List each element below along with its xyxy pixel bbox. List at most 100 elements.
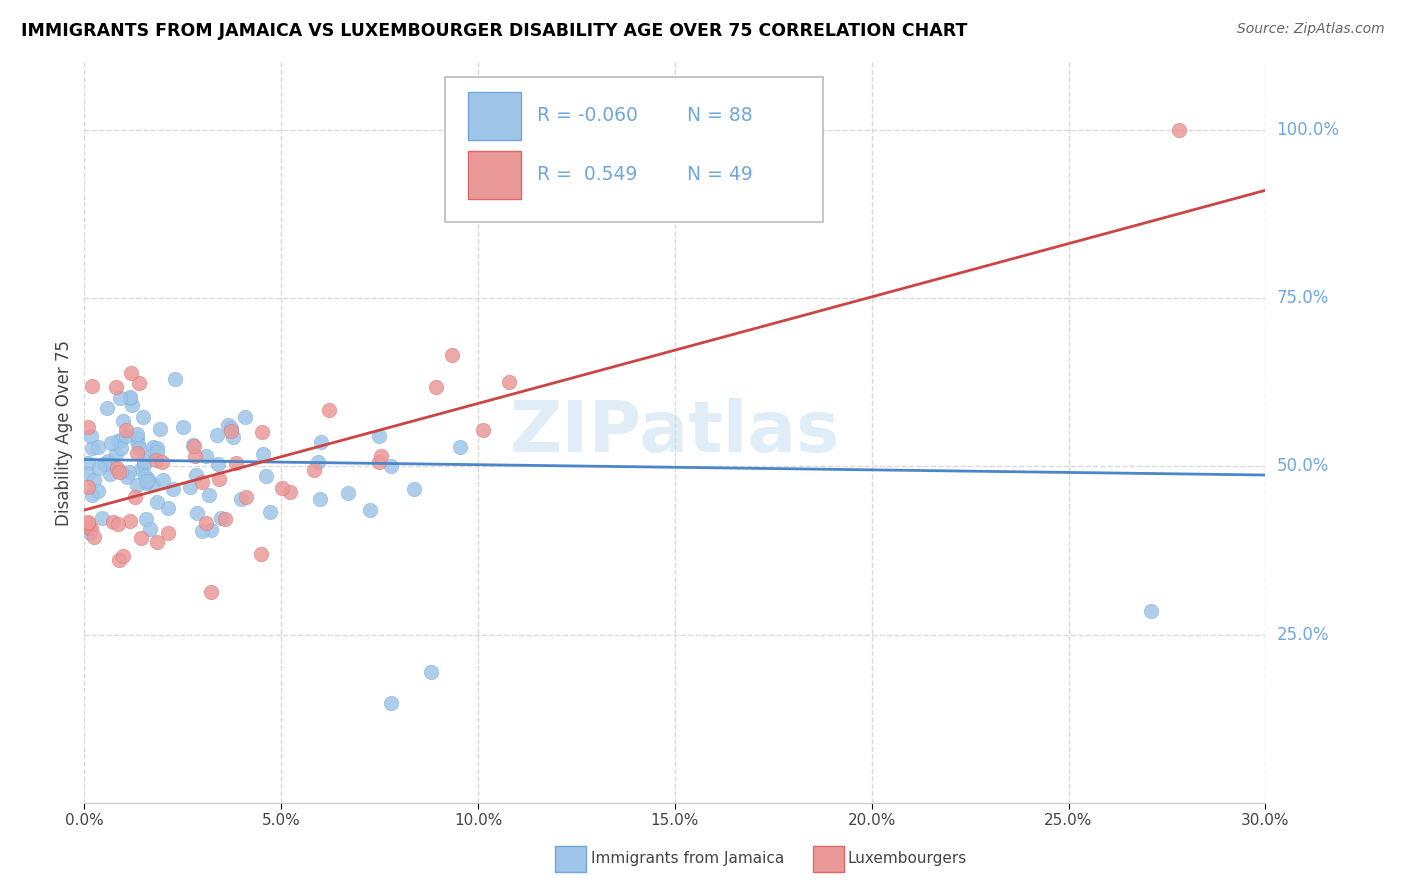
FancyBboxPatch shape [468,152,522,200]
Point [278,485,301,500]
Point [80,488,103,502]
Point [110,465,132,479]
Point [77,516,100,530]
Point [77,467,100,481]
Point [108,553,131,567]
Point [190,524,212,539]
Point [359,503,381,517]
Y-axis label: Disability Age Over 75: Disability Age Over 75 [55,340,73,525]
Point [145,535,167,549]
Point [370,450,392,464]
Point [79,525,101,540]
Point [249,547,271,561]
Point [235,490,257,504]
Text: 75.0%: 75.0% [1277,289,1329,307]
Point [498,375,520,389]
Point [471,423,494,437]
Point [87,484,110,499]
Point [157,526,180,541]
Text: Source: ZipAtlas.com: Source: ZipAtlas.com [1237,22,1385,37]
Point [219,421,242,435]
Point [200,523,222,537]
Text: N = 88: N = 88 [686,106,752,125]
Point [82,379,104,393]
Point [368,429,391,443]
Point [336,485,359,500]
Point [129,462,152,476]
Point [120,366,142,380]
Point [259,504,281,518]
Point [404,482,426,496]
Point [80,520,103,534]
Point [108,466,131,480]
Text: ZIPatlas: ZIPatlas [510,398,839,467]
Point [87,440,110,454]
Text: N = 49: N = 49 [686,166,752,185]
Point [107,434,129,448]
Point [77,521,100,535]
Text: IMMIGRANTS FROM JAMAICA VS LUXEMBOURGER DISABILITY AGE OVER 75 CORRELATION CHART: IMMIGRANTS FROM JAMAICA VS LUXEMBOURGER … [21,22,967,40]
Point [146,495,169,509]
Point [118,390,141,404]
Point [380,458,402,473]
Point [145,452,167,467]
Point [368,455,391,469]
Point [229,492,252,507]
Point [121,398,143,412]
Point [125,446,148,460]
Point [98,467,121,481]
Point [118,465,141,479]
FancyBboxPatch shape [468,92,522,140]
Point [110,434,132,448]
Point [146,441,169,455]
Point [132,454,155,468]
Text: R =  0.549: R = 0.549 [537,166,637,185]
Point [100,435,122,450]
Point [128,376,150,390]
Point [233,409,256,424]
Point [125,431,148,445]
Point [190,475,212,489]
Point [132,458,155,472]
Point [118,514,141,528]
Point [195,449,218,463]
Point [146,445,169,459]
Point [135,512,157,526]
Point [209,510,232,524]
Point [425,380,447,394]
Point [82,442,104,456]
Point [207,457,229,471]
Point [139,450,162,464]
Point [129,532,152,546]
Point [83,530,105,544]
Point [1167,122,1189,136]
Point [217,418,239,433]
Point [163,372,186,386]
Point [222,430,245,444]
Point [124,490,146,504]
Point [271,481,294,495]
Point [114,428,136,442]
Point [80,429,103,443]
Point [186,506,208,520]
Point [96,401,118,416]
Point [111,549,134,563]
Point [184,449,207,463]
Point [221,425,243,439]
Point [107,516,129,531]
Text: 100.0%: 100.0% [1277,120,1340,139]
Point [380,696,402,710]
Point [142,440,165,454]
Point [252,447,274,461]
Text: 25.0%: 25.0% [1277,625,1329,643]
Point [111,414,134,428]
Point [127,477,149,491]
Point [120,391,142,405]
Point [97,454,120,468]
Point [127,426,149,441]
Point [115,423,138,437]
Point [103,516,125,530]
Point [181,438,204,452]
Point [254,468,277,483]
Point [183,439,205,453]
